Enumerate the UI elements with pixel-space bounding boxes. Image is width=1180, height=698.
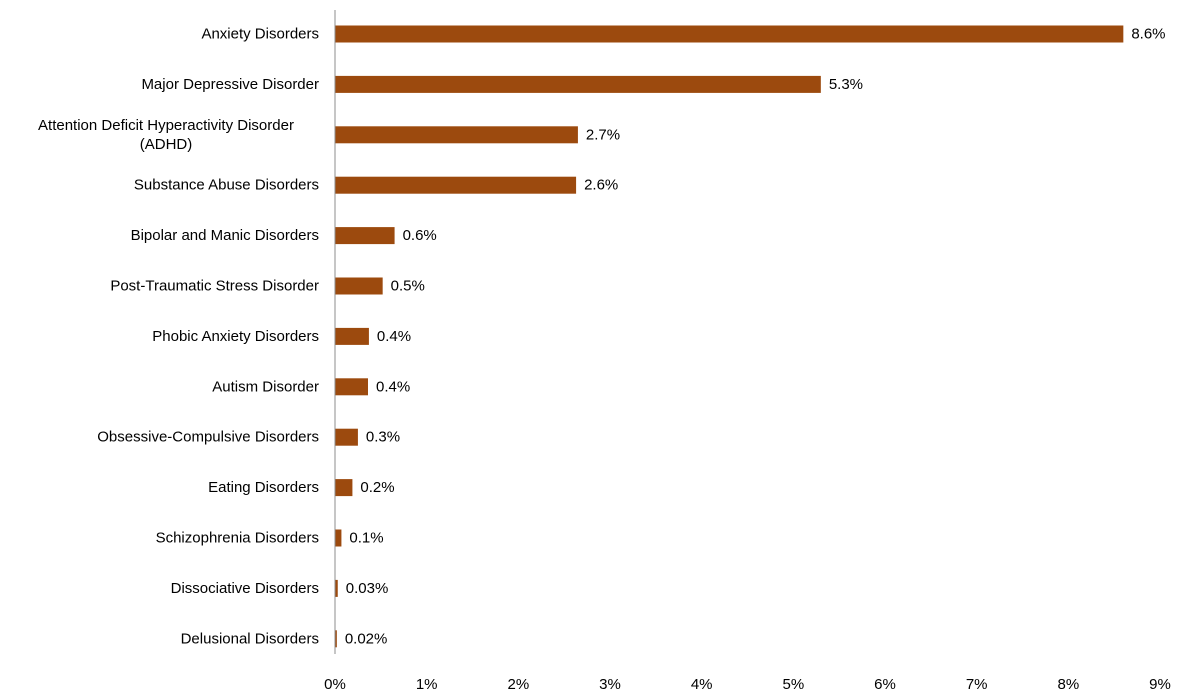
bar bbox=[335, 227, 395, 245]
data-label: 0.1% bbox=[349, 530, 383, 547]
x-tick-label: 5% bbox=[782, 676, 804, 693]
x-tick-label: 6% bbox=[874, 676, 896, 693]
category-label: Substance Abuse Disorders bbox=[134, 177, 319, 194]
x-tick-label: 3% bbox=[599, 676, 621, 693]
bar bbox=[335, 630, 337, 648]
bar bbox=[335, 579, 338, 597]
axes-group: 0% 1% 2% 3% 4% 5% 6% 7% 8% 9% bbox=[324, 10, 1171, 693]
category-label: Autism Disorder bbox=[212, 378, 319, 395]
category-label: Bipolar and Manic Disorders bbox=[131, 227, 319, 244]
x-tick-label: 0% bbox=[324, 676, 346, 693]
bar bbox=[335, 479, 353, 497]
category-label-line: Anxiety Disorders bbox=[201, 26, 319, 43]
category-label: Post-Traumatic Stress Disorder bbox=[110, 278, 319, 295]
bar bbox=[335, 428, 358, 446]
bar bbox=[335, 327, 369, 345]
data-label: 2.7% bbox=[586, 126, 620, 143]
data-label: 0.4% bbox=[377, 328, 411, 345]
data-label: 0.5% bbox=[391, 278, 425, 295]
category-label-line: Bipolar and Manic Disorders bbox=[131, 227, 319, 244]
data-label: 0.02% bbox=[345, 630, 388, 647]
x-tick-label: 7% bbox=[966, 676, 988, 693]
category-label: Schizophrenia Disorders bbox=[156, 530, 319, 547]
bar bbox=[335, 277, 383, 295]
category-label: Anxiety Disorders bbox=[201, 26, 319, 43]
category-label: Attention Deficit Hyperactivity Disorder… bbox=[38, 117, 294, 153]
category-label-line: Delusional Disorders bbox=[181, 630, 319, 647]
category-label-line: Schizophrenia Disorders bbox=[156, 530, 319, 547]
category-label-line: Post-Traumatic Stress Disorder bbox=[110, 278, 319, 295]
bar bbox=[335, 176, 577, 194]
category-label-line: Substance Abuse Disorders bbox=[134, 177, 319, 194]
data-label: 2.6% bbox=[584, 177, 618, 194]
x-tick-label: 1% bbox=[416, 676, 438, 693]
category-label-line: Dissociative Disorders bbox=[171, 580, 319, 597]
category-label-line: Phobic Anxiety Disorders bbox=[152, 328, 319, 345]
category-label: Dissociative Disorders bbox=[171, 580, 319, 597]
bar bbox=[335, 529, 342, 547]
x-tick-label: 9% bbox=[1149, 676, 1171, 693]
data-label: 5.3% bbox=[829, 76, 863, 93]
category-labels-group: Anxiety Disorders Major Depressive Disord… bbox=[38, 26, 319, 648]
x-tick-label: 4% bbox=[691, 676, 713, 693]
data-label: 0.3% bbox=[366, 429, 400, 446]
x-tick-label: 2% bbox=[507, 676, 529, 693]
data-label: 0.4% bbox=[376, 378, 410, 395]
bar bbox=[335, 378, 368, 396]
category-label-line: Eating Disorders bbox=[208, 479, 319, 496]
bar bbox=[335, 126, 578, 144]
category-label: Delusional Disorders bbox=[181, 630, 319, 647]
category-label-line: Obsessive-Compulsive Disorders bbox=[97, 429, 319, 446]
bar bbox=[335, 25, 1124, 43]
category-label-line: Major Depressive Disorder bbox=[141, 76, 319, 93]
category-label-line: Attention Deficit Hyperactivity Disorder bbox=[38, 117, 294, 134]
category-label-line: Autism Disorder bbox=[212, 378, 319, 395]
category-label-line: (ADHD) bbox=[140, 136, 193, 153]
bars-group bbox=[335, 25, 1124, 648]
data-labels-group: 8.6% 5.3% 2.7% 2.6% 0.6% 0.5% 0.4% 0.4% 0.3% 0.2%… bbox=[345, 26, 1166, 648]
data-label: 8.6% bbox=[1131, 26, 1165, 43]
data-label: 0.2% bbox=[360, 479, 394, 496]
data-label: 0.03% bbox=[346, 580, 389, 597]
category-label: Phobic Anxiety Disorders bbox=[152, 328, 319, 345]
category-label: Obsessive-Compulsive Disorders bbox=[97, 429, 319, 446]
category-label: Major Depressive Disorder bbox=[141, 76, 319, 93]
x-tick-label: 8% bbox=[1057, 676, 1079, 693]
data-label: 0.6% bbox=[403, 227, 437, 244]
category-label: Eating Disorders bbox=[208, 479, 319, 496]
bar bbox=[335, 75, 821, 93]
